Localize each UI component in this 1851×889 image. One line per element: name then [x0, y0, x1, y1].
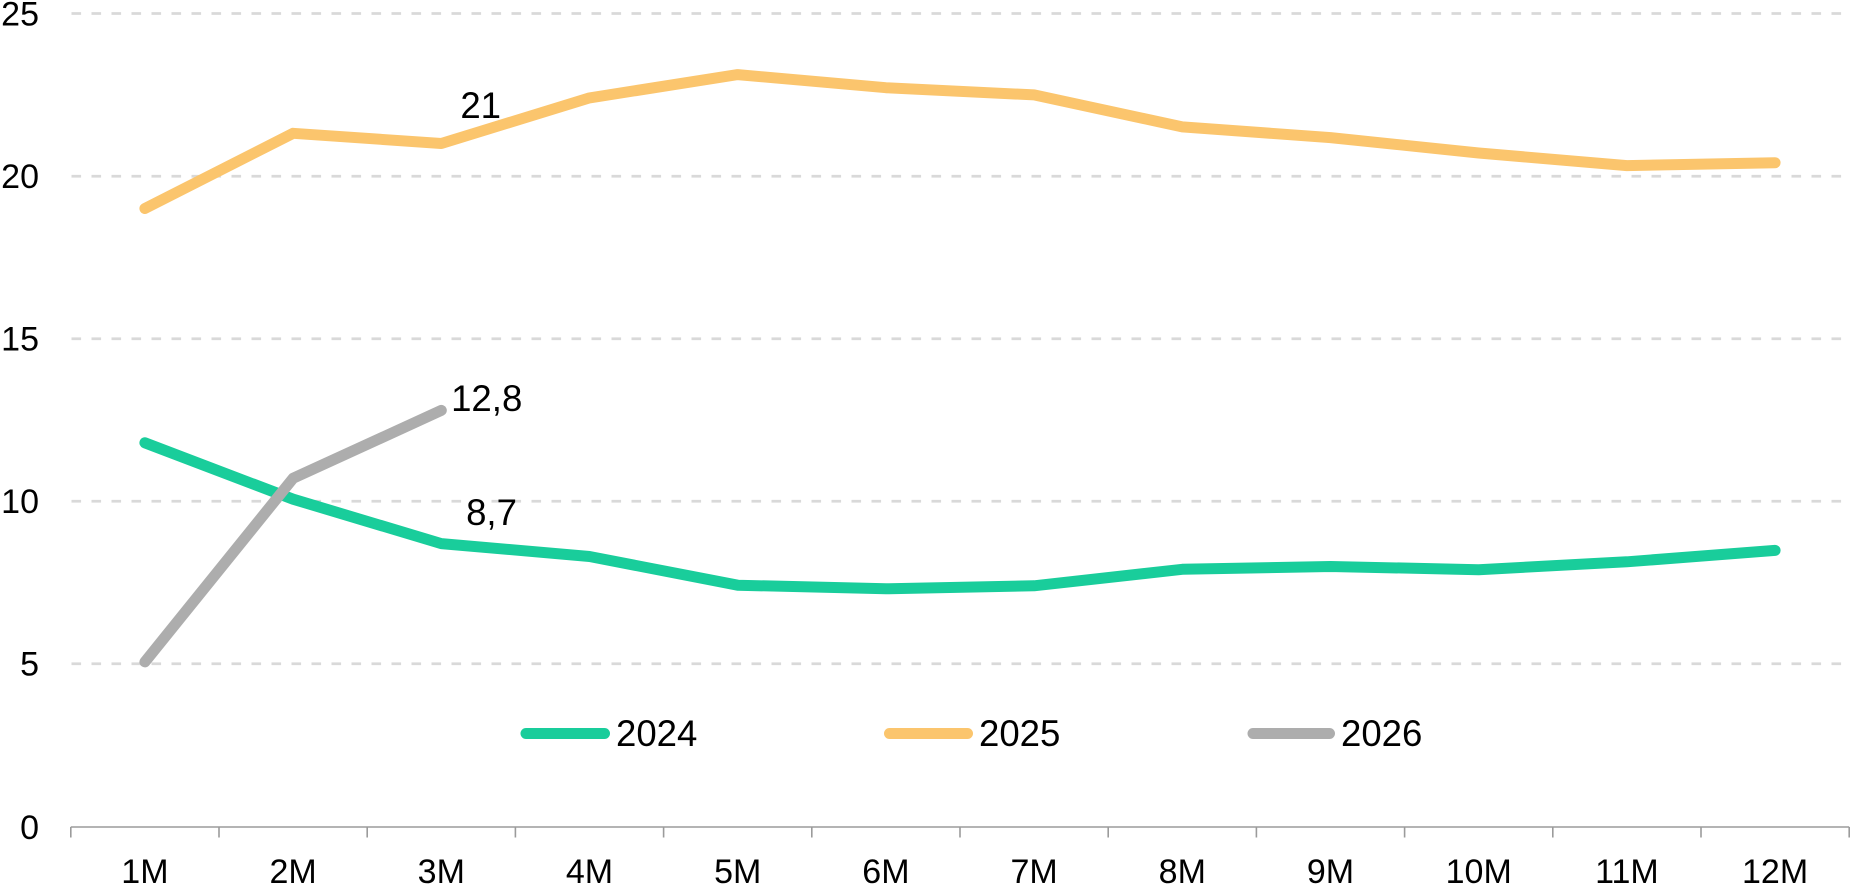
- svg-text:10: 10: [1, 483, 39, 521]
- svg-text:4M: 4M: [566, 853, 613, 884]
- svg-text:12,8: 12,8: [451, 378, 522, 419]
- svg-text:0: 0: [20, 809, 39, 847]
- svg-text:10M: 10M: [1446, 853, 1512, 884]
- svg-text:12M: 12M: [1742, 853, 1808, 884]
- svg-text:3M: 3M: [418, 853, 465, 884]
- svg-text:9M: 9M: [1307, 853, 1354, 884]
- svg-text:6M: 6M: [862, 853, 909, 884]
- svg-text:25: 25: [1, 0, 39, 33]
- svg-text:2026: 2026: [1341, 713, 1422, 754]
- svg-text:1M: 1M: [121, 853, 168, 884]
- svg-text:21: 21: [460, 85, 501, 126]
- svg-text:2M: 2M: [269, 853, 316, 884]
- svg-text:8,7: 8,7: [466, 492, 517, 533]
- svg-text:15: 15: [1, 321, 39, 359]
- svg-text:2025: 2025: [979, 713, 1060, 754]
- svg-text:2024: 2024: [616, 713, 697, 754]
- svg-text:5M: 5M: [714, 853, 761, 884]
- svg-text:5: 5: [20, 646, 39, 684]
- svg-text:8M: 8M: [1159, 853, 1206, 884]
- svg-text:20: 20: [1, 158, 39, 196]
- svg-text:11M: 11M: [1595, 853, 1659, 884]
- svg-text:7M: 7M: [1010, 853, 1057, 884]
